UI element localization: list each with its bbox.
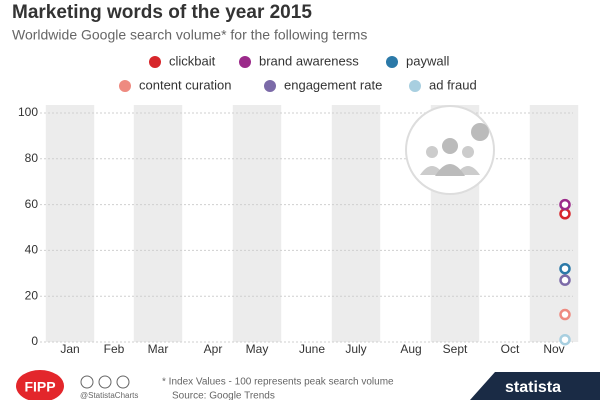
month-band <box>232 105 282 342</box>
legend-label: engagement rate <box>284 77 382 92</box>
legend-marker <box>264 80 276 92</box>
legend-label: content curation <box>139 77 232 92</box>
legend-label: ad fraud <box>429 77 477 92</box>
y-tick-label: 80 <box>25 151 39 165</box>
month-band <box>133 105 183 342</box>
end-marker <box>559 274 571 286</box>
y-tick-label: 60 <box>25 197 39 211</box>
y-tick-label: 20 <box>25 288 39 302</box>
legend-marker <box>386 56 398 68</box>
footer-note: * Index Values - 100 represents peak sea… <box>162 377 394 388</box>
x-tick-label: Aug <box>400 342 421 356</box>
x-tick-label: Sept <box>443 342 468 356</box>
y-tick-label: 100 <box>18 105 38 119</box>
legend-marker <box>149 56 161 68</box>
legend-marker <box>239 56 251 68</box>
month-band <box>529 105 579 342</box>
x-tick-label: Nov <box>543 342 564 356</box>
x-tick-label: June <box>299 342 325 356</box>
end-marker <box>559 262 571 275</box>
x-tick-label: May <box>246 342 269 356</box>
x-tick-label: July <box>345 342 366 356</box>
x-tick-label: Apr <box>204 342 223 356</box>
x-tick-label: Mar <box>148 342 169 356</box>
footer-source: Source: Google Trends <box>172 391 275 400</box>
x-tick-label: Feb <box>104 342 125 356</box>
cc-icon <box>98 375 112 389</box>
y-tick-label: 0 <box>31 334 38 348</box>
month-band <box>331 105 381 342</box>
fipp-text: FIPP <box>24 379 55 395</box>
footer-handle: @StatistaCharts <box>80 391 138 400</box>
legend-marker <box>119 80 131 92</box>
statista-logo: statista <box>505 379 561 396</box>
end-marker <box>559 208 571 220</box>
chart-title: Marketing words of the year 2015 <box>12 2 312 23</box>
fipp-logo <box>16 370 64 400</box>
legend-label: clickbait <box>169 53 216 68</box>
legend-marker <box>409 80 421 92</box>
chart-subtitle: Worldwide Google search volume* for the … <box>12 27 367 43</box>
y-tick-label: 40 <box>25 243 39 257</box>
month-band <box>45 105 95 342</box>
end-marker <box>559 333 571 346</box>
end-marker <box>559 308 571 321</box>
x-tick-label: Oct <box>501 342 520 356</box>
cc-icon <box>116 375 130 389</box>
legend-label: paywall <box>406 53 449 68</box>
statista-band <box>470 372 600 400</box>
cc-icon <box>80 375 94 389</box>
people-icon <box>405 105 495 195</box>
x-tick-label: Jan <box>60 342 79 356</box>
legend-label: brand awareness <box>259 53 359 68</box>
end-marker <box>559 198 571 211</box>
